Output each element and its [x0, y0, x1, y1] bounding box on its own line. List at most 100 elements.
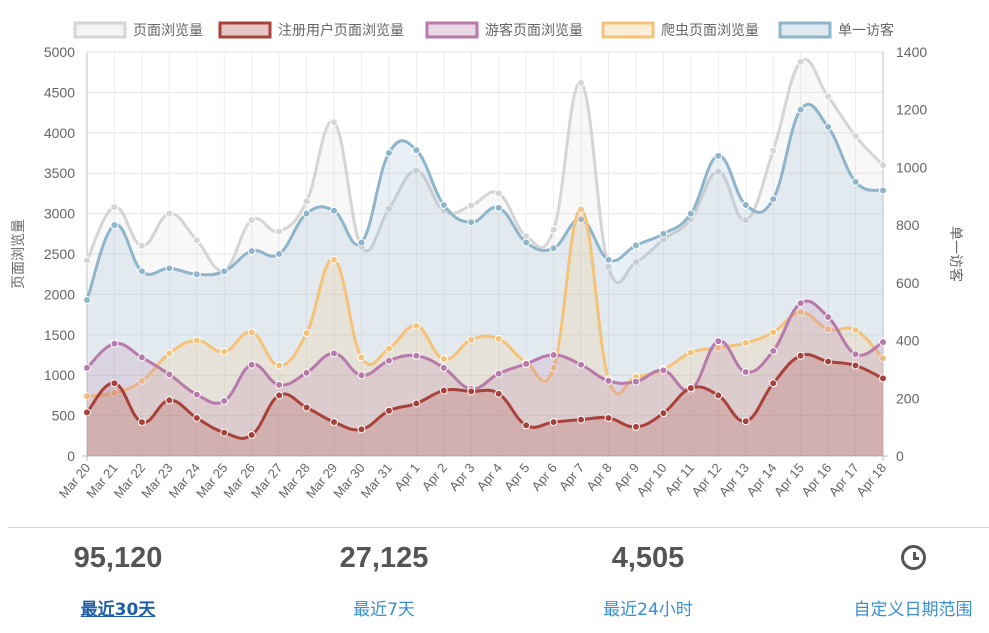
stats-bar: 95,120 最近30天 27,125 最近7天 4,505 最近24小时 自定…: [0, 540, 989, 633]
data-point: [275, 391, 284, 400]
data-point: [659, 409, 668, 418]
stat-link-30-days[interactable]: 最近30天: [80, 600, 156, 620]
data-point: [165, 370, 174, 379]
stat-last-24-hours[interactable]: 4,505 最近24小时: [548, 540, 748, 620]
y-tick-label: 4500: [44, 84, 75, 100]
data-point: [796, 308, 805, 317]
data-point: [247, 216, 256, 225]
data-point: [247, 247, 256, 256]
data-point: [824, 123, 833, 132]
data-point: [83, 296, 91, 305]
data-point: [851, 361, 860, 370]
y2-tick-label: 600: [896, 275, 920, 291]
data-point: [192, 390, 201, 399]
data-point: [275, 227, 284, 236]
data-point: [192, 336, 201, 345]
stat-last-30-days[interactable]: 95,120 最近30天: [18, 540, 218, 620]
data-point: [741, 338, 750, 347]
data-point: [851, 350, 860, 359]
data-point: [165, 396, 174, 405]
data-point: [549, 418, 558, 427]
x-tick-label: Apr 2: [419, 460, 450, 493]
data-point: [769, 346, 778, 355]
data-point: [83, 392, 91, 401]
data-point: [467, 387, 476, 396]
x-tick-label: Apr 1: [391, 460, 422, 493]
stat-link-custom-range[interactable]: 自定义日期范围: [853, 600, 973, 620]
data-point: [494, 369, 503, 378]
data-point: [357, 238, 366, 247]
data-point: [851, 177, 860, 186]
y2-tick-label: 400: [896, 333, 920, 349]
series-line-4: [85, 102, 884, 301]
data-point: [220, 397, 229, 406]
data-point: [330, 418, 339, 427]
data-point: [879, 186, 887, 195]
y-tick-label: 5000: [44, 44, 75, 60]
data-point: [83, 256, 91, 265]
data-point: [384, 344, 393, 353]
data-point: [384, 149, 393, 157]
data-point: [604, 376, 613, 385]
data-point: [741, 200, 750, 209]
stat-link-24-hours[interactable]: 最近24小时: [603, 600, 693, 620]
data-point: [330, 255, 339, 264]
data-point: [110, 203, 119, 212]
y2-tick-label: 200: [896, 390, 920, 406]
data-point: [302, 368, 311, 377]
stat-custom-range[interactable]: 自定义日期范围: [813, 540, 989, 620]
data-point: [439, 386, 448, 395]
data-point: [384, 356, 393, 365]
data-point: [741, 417, 750, 426]
data-point: [275, 380, 284, 389]
data-point: [741, 216, 750, 225]
data-point: [247, 360, 256, 369]
x-tick-label: Apr 6: [528, 460, 559, 493]
data-point: [769, 195, 778, 204]
data-point: [851, 325, 860, 334]
y-tick-label: 3000: [44, 206, 75, 222]
y2-tick-label: 1400: [896, 44, 927, 60]
data-point: [796, 57, 805, 66]
clock-icon[interactable]: [900, 545, 926, 570]
y-tick-label: 3500: [44, 165, 75, 181]
data-point: [357, 425, 366, 434]
data-point: [577, 415, 586, 424]
data-point: [384, 204, 393, 213]
data-point: [110, 221, 119, 230]
data-point: [796, 105, 805, 114]
data-point: [220, 347, 229, 356]
data-point: [494, 189, 503, 198]
data-point: [824, 357, 833, 366]
data-point: [549, 363, 558, 372]
data-point: [549, 225, 558, 234]
data-point: [631, 241, 640, 250]
data-point: [494, 389, 503, 398]
data-point: [412, 166, 421, 175]
data-point: [439, 363, 448, 372]
legend-swatch: [218, 21, 272, 39]
data-point: [714, 167, 723, 176]
stat-last-7-days[interactable]: 27,125 最近7天: [284, 540, 484, 620]
divider: [8, 527, 989, 528]
data-point: [412, 399, 421, 408]
data-point: [110, 339, 119, 348]
data-point: [192, 236, 201, 245]
data-point: [302, 197, 311, 206]
data-point: [522, 421, 531, 430]
x-tick-label: Apr 7: [556, 460, 587, 493]
data-point: [522, 359, 531, 368]
data-point: [330, 118, 339, 127]
data-point: [137, 353, 146, 362]
data-point: [83, 408, 91, 417]
y2-tick-label: 1000: [896, 159, 927, 175]
data-point: [824, 313, 833, 322]
data-point: [192, 414, 201, 423]
data-point: [577, 78, 586, 87]
data-point: [302, 209, 311, 218]
stat-value-24-hours: 4,505: [611, 542, 685, 574]
data-point: [165, 349, 174, 358]
data-point: [522, 238, 531, 247]
stat-link-7-days[interactable]: 最近7天: [353, 600, 415, 620]
data-point: [412, 321, 421, 330]
